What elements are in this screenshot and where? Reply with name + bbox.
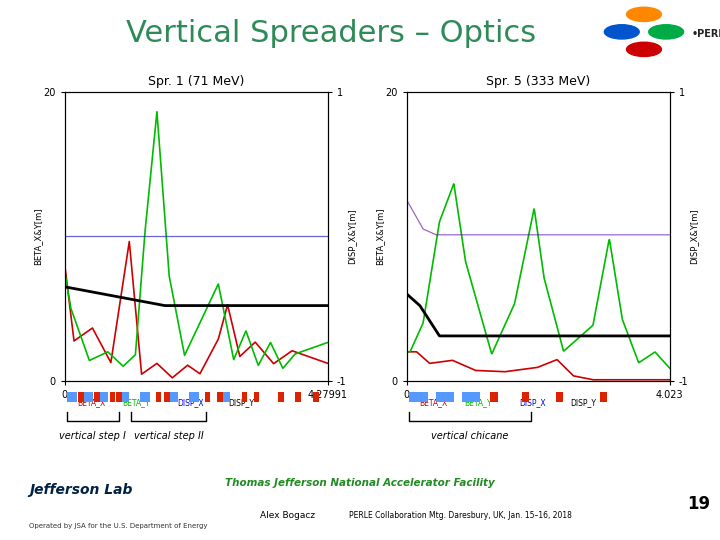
Bar [94,392,100,402]
Y-axis label: BETA_X&Y[m]: BETA_X&Y[m] [375,207,384,265]
Circle shape [626,42,662,57]
Bar [254,392,259,402]
Text: vertical step I: vertical step I [59,431,126,441]
Bar [164,392,170,402]
Text: BETA_X: BETA_X [77,398,105,407]
Text: BETA_Y: BETA_Y [122,398,150,407]
Text: Alex Bogacz: Alex Bogacz [261,510,315,519]
Text: Operated by JSA for the U.S. Department of Energy: Operated by JSA for the U.S. Department … [29,523,207,529]
Text: PERLE Collaboration Mtg. Daresbury, UK, Jan. 15–16, 2018: PERLE Collaboration Mtg. Daresbury, UK, … [349,510,572,519]
Bar [556,392,563,402]
Bar [295,392,300,402]
Bar [84,392,93,402]
Text: vertical step II: vertical step II [134,431,204,441]
Bar [109,392,115,402]
Text: Thomas Jefferson National Accelerator Facility: Thomas Jefferson National Accelerator Fa… [225,478,495,488]
Y-axis label: DISP_X&Y[m]: DISP_X&Y[m] [690,208,698,264]
Title: Spr. 5 (333 MeV): Spr. 5 (333 MeV) [486,75,590,88]
Bar [99,392,109,402]
Bar [410,392,428,402]
Circle shape [649,25,683,39]
Text: Vertical Spreaders – Optics: Vertical Spreaders – Optics [126,19,536,48]
Circle shape [604,25,639,39]
Bar [242,392,247,402]
Bar [313,392,319,402]
Bar [78,392,84,402]
Bar [462,392,480,402]
Bar [120,392,129,402]
Bar [221,392,230,402]
Circle shape [626,7,662,22]
Bar [140,392,150,402]
Bar [217,392,222,402]
Text: •PERLE: •PERLE [691,29,720,39]
Bar [189,392,199,402]
Text: vertical chicane: vertical chicane [431,431,509,441]
Bar [67,392,77,402]
Bar [279,392,284,402]
Text: DISP_Y: DISP_Y [228,398,254,407]
Title: Spr. 1 (71 MeV): Spr. 1 (71 MeV) [148,75,244,88]
Bar [600,392,607,402]
Text: DISP_X: DISP_X [178,398,204,407]
Bar [169,392,178,402]
Bar [117,392,122,402]
Text: DISP_Y: DISP_Y [570,398,596,407]
Text: 19: 19 [687,495,710,514]
Text: BETA_Y: BETA_Y [464,398,492,407]
Bar [522,392,529,402]
Text: BETA_X: BETA_X [419,398,447,407]
Bar [436,392,454,402]
Bar [490,392,498,402]
Bar [204,392,210,402]
Text: Jefferson Lab: Jefferson Lab [29,483,132,497]
Bar [156,392,161,402]
Text: DISP_X: DISP_X [520,398,546,407]
Y-axis label: DISP_X&Y[m]: DISP_X&Y[m] [348,208,356,264]
Y-axis label: BETA_X&Y[m]: BETA_X&Y[m] [33,207,42,265]
